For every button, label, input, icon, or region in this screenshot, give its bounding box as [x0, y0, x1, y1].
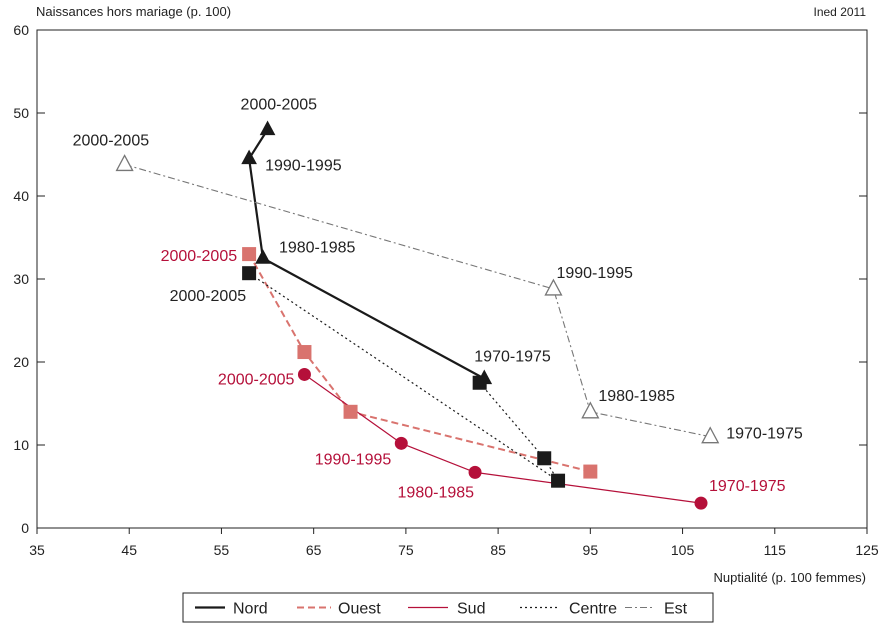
data-label-nord: 1980-1985 [279, 239, 356, 256]
x-axis-title: Nuptialité (p. 100 femmes) [714, 570, 866, 585]
x-tick-label: 95 [583, 542, 599, 558]
data-label-nord: 2000-2005 [241, 97, 318, 114]
y-tick-label: 0 [21, 520, 29, 536]
x-tick-label: 85 [490, 542, 506, 558]
data-point-est [544, 278, 563, 296]
series-line-est [124, 163, 711, 438]
x-tick-label: 75 [398, 542, 414, 558]
x-tick-label: 55 [214, 542, 230, 558]
data-point-sud [468, 465, 482, 479]
legend-label-ouest: Ouest [338, 601, 381, 618]
data-label-sud: 2000-2005 [218, 371, 295, 388]
data-point-est [701, 426, 720, 444]
data-label-ouest: 2000-2005 [161, 248, 238, 265]
data-label-sud: 1990-1995 [315, 451, 392, 468]
data-point-sud [297, 367, 311, 381]
data-point-sud [694, 496, 708, 510]
legend-label-est: Est [664, 601, 688, 618]
y-tick-label: 60 [13, 22, 29, 38]
legend-label-centre: Centre [569, 601, 617, 618]
data-point-sud [394, 436, 408, 450]
data-point-ouest [583, 464, 598, 479]
data-label-est: 1970-1975 [726, 426, 803, 443]
data-label-centre: 2000-2005 [170, 288, 247, 305]
data-point-centre [551, 473, 566, 488]
data-label-est: 2000-2005 [73, 132, 150, 149]
data-label-est: 1980-1985 [598, 388, 675, 405]
y-tick-label: 40 [13, 188, 29, 204]
series-line-nord [247, 129, 485, 380]
data-point-centre [472, 375, 487, 390]
x-tick-label: 105 [671, 542, 695, 558]
x-tick-label: 125 [855, 542, 879, 558]
x-tick-label: 45 [121, 542, 137, 558]
y-tick-label: 50 [13, 105, 29, 121]
data-point-est [115, 154, 134, 172]
series-line-ouest [248, 253, 591, 473]
data-point-ouest [297, 345, 312, 360]
data-label-sud: 1980-1985 [398, 484, 475, 501]
x-tick-label: 35 [29, 542, 45, 558]
data-point-centre [242, 266, 257, 281]
data-label-nord: 1970-1975 [474, 349, 551, 366]
credit-text: Ined 2011 [814, 5, 867, 19]
data-point-est [581, 401, 600, 419]
legend-label-sud: Sud [457, 601, 485, 618]
data-point-nord [241, 149, 257, 165]
legend-label-nord: Nord [233, 601, 268, 618]
data-label-sud: 1970-1975 [709, 478, 786, 495]
x-tick-label: 115 [764, 542, 787, 558]
data-point-centre [537, 451, 552, 466]
y-tick-label: 30 [13, 271, 29, 287]
data-point-ouest [343, 404, 358, 419]
y-tick-label: 10 [13, 437, 29, 453]
data-label-est: 1990-1995 [556, 265, 633, 282]
plot-frame [36, 29, 868, 529]
data-point-nord [255, 249, 271, 264]
y-axis-title: Naissances hors mariage (p. 100) [36, 4, 231, 19]
data-point-ouest [242, 247, 257, 262]
x-tick-label: 65 [306, 542, 322, 558]
y-tick-label: 20 [13, 354, 29, 370]
data-label-nord: 1990-1995 [265, 158, 342, 175]
data-point-nord [259, 120, 276, 136]
series-line-centre [248, 272, 559, 482]
